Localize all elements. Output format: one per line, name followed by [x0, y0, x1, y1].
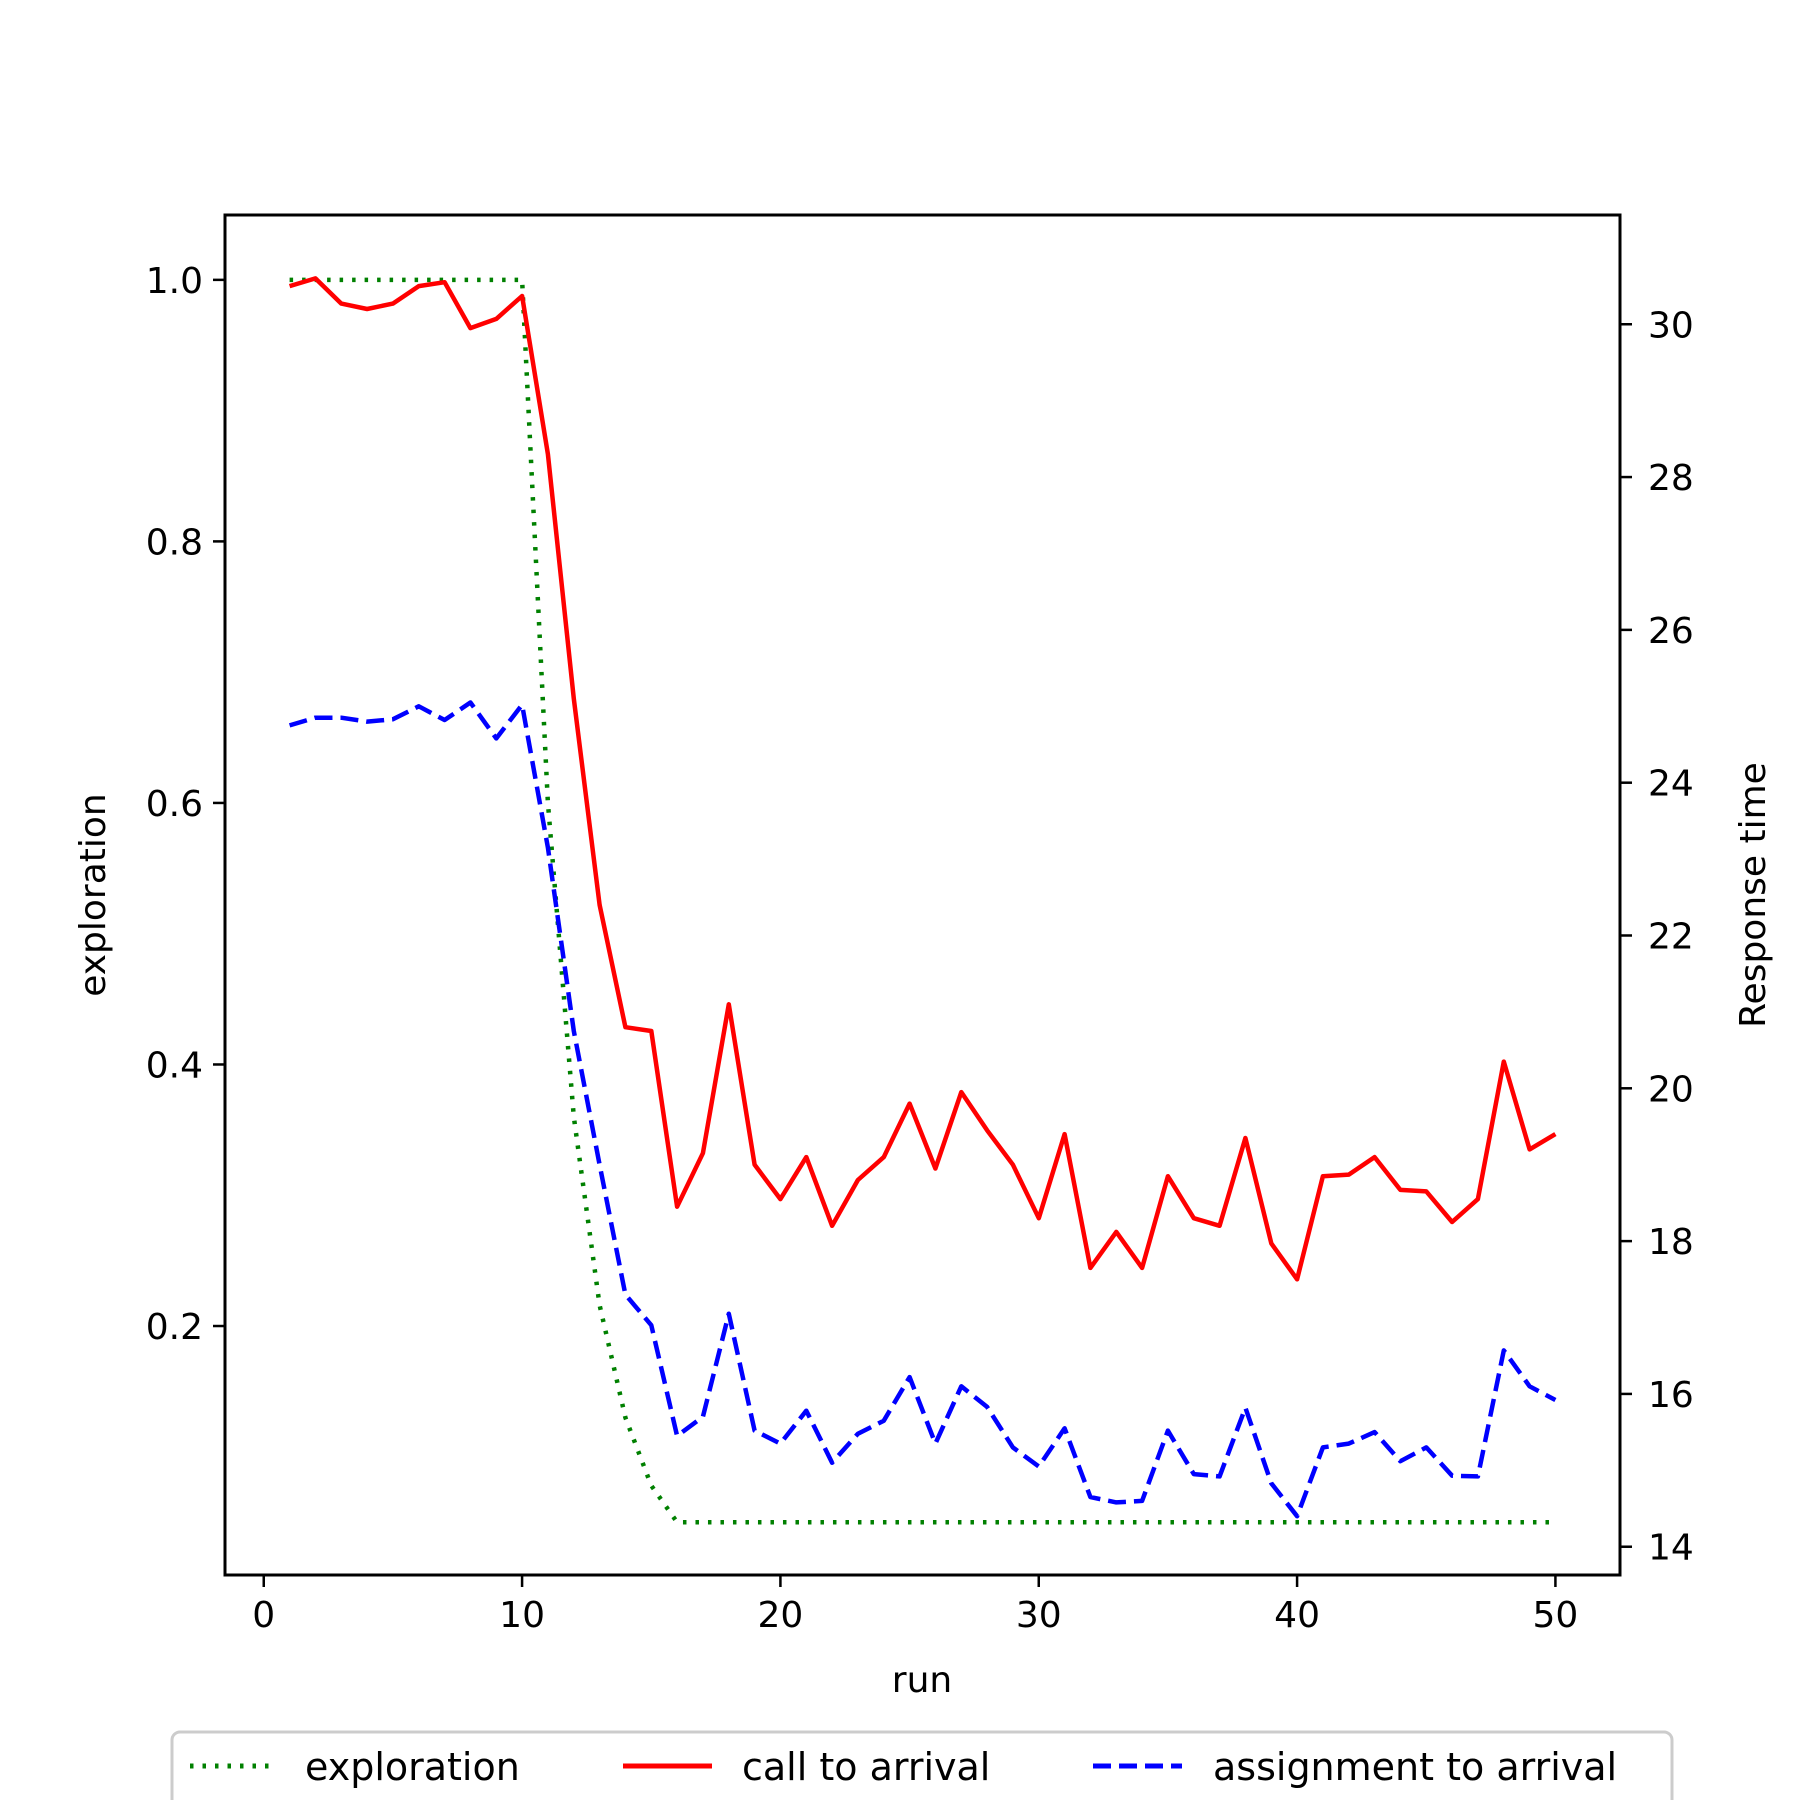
legend: exploration call to arrival assignment t… — [170, 1730, 1674, 1800]
y-tick-label: 0.4 — [146, 1045, 203, 1086]
y2-tick-label: 18 — [1648, 1222, 1694, 1263]
y2-tick-label: 24 — [1648, 764, 1694, 805]
y2-tick-label: 28 — [1648, 458, 1694, 499]
y2-tick-label: 30 — [1648, 305, 1694, 346]
x-tick-label: 10 — [499, 1595, 545, 1636]
series-layer — [288, 276, 1557, 1525]
y2-tick-label: 26 — [1648, 611, 1694, 652]
y-tick-label: 0.6 — [146, 784, 203, 825]
y-axis-left-title: exploration — [73, 793, 114, 997]
x-tick-label: 50 — [1533, 1595, 1579, 1636]
series-line-call-to-arrival — [288, 276, 1557, 1282]
legend-label-call-to-arrival: call to arrival — [742, 1745, 990, 1789]
plot-frame — [223, 213, 1622, 1577]
legend-label-exploration: exploration — [305, 1745, 520, 1789]
y-tick-label: 0.8 — [146, 522, 203, 563]
y-axis-right: 14 16 18 20 22 24 26 28 30 — [1620, 305, 1694, 1569]
x-tick-label: 40 — [1274, 1595, 1320, 1636]
x-tick-label: 0 — [252, 1595, 275, 1636]
y-axis-right-title: Response time — [1733, 762, 1774, 1028]
x-tick-label: 20 — [758, 1595, 804, 1636]
legend-label-assignment-to-arrival: assignment to arrival — [1213, 1745, 1617, 1789]
series-line-exploration — [289, 277, 1556, 1525]
y2-tick-label: 16 — [1648, 1375, 1694, 1416]
y2-tick-label: 20 — [1648, 1069, 1694, 1110]
y-axis-left: 0.2 0.4 0.6 0.8 1.0 — [146, 261, 225, 1348]
x-axis: 0 10 20 30 40 50 — [252, 1575, 1578, 1636]
y-tick-label: 0.2 — [146, 1307, 203, 1348]
y-tick-label: 1.0 — [146, 261, 203, 302]
series-line-assignment-to-arrival — [288, 700, 1557, 1519]
y2-tick-label: 22 — [1648, 916, 1694, 957]
legend-frame — [170, 1730, 1674, 1800]
x-tick-label: 30 — [1016, 1595, 1062, 1636]
x-axis-title: run — [892, 1660, 952, 1701]
y2-tick-label: 14 — [1648, 1528, 1694, 1569]
